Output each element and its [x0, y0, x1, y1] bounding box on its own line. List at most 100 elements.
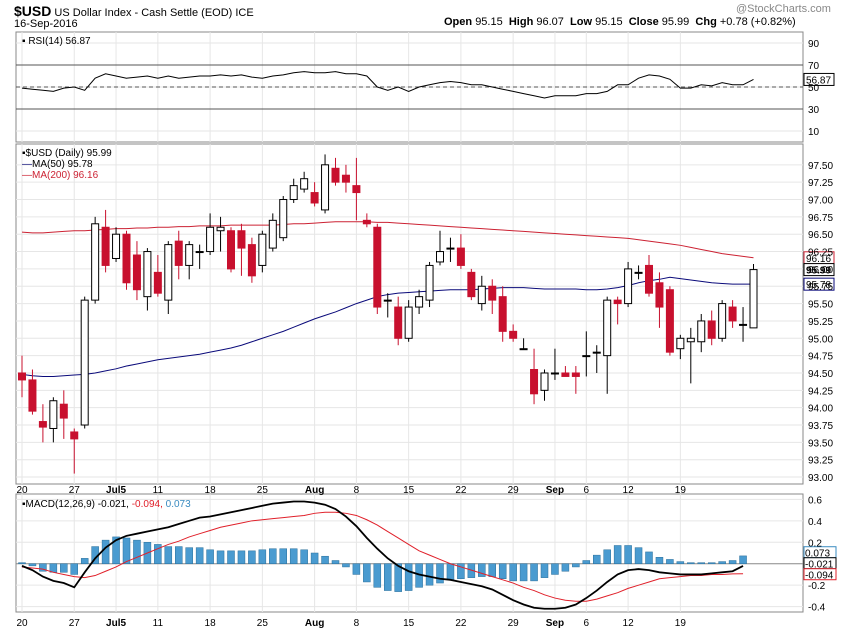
price-tick-label: 95.75 [808, 282, 833, 293]
candle [425, 261, 434, 308]
candle [28, 369, 37, 415]
candle-body [112, 233, 121, 259]
candle [153, 255, 162, 297]
candle [624, 261, 633, 308]
price-tick-label: 94.50 [808, 369, 833, 380]
price-tick-label: 95.50 [808, 300, 833, 311]
candle [603, 296, 612, 394]
macd-badge-signal: -0.094 [805, 571, 834, 582]
axes: 90 70 50 30 10 97.50 97.25 97.00 96.75 96.50 96.25… [16, 39, 833, 629]
macd-tick-label: -0.4 [808, 603, 826, 614]
candle [665, 286, 674, 356]
macd-hist-bar [122, 537, 131, 564]
macd-badge-hist: 0.073 [805, 549, 830, 560]
macd-hist-bar [519, 563, 528, 582]
candle [571, 366, 580, 394]
candle [185, 241, 194, 280]
candle-body [38, 421, 47, 428]
macd-hist-bar [624, 545, 632, 564]
candle-body [624, 268, 633, 305]
macd-badge-box [803, 568, 837, 581]
x-axis-label-bottom: 6 [584, 618, 590, 629]
macd-legend-prefix: MACD(12,26,9) [26, 499, 95, 510]
candle-body [530, 369, 539, 395]
candle [550, 348, 559, 380]
price-badge-close: 95.99 [806, 266, 831, 277]
candle-body [341, 174, 350, 183]
chg-value: +0.78 (+0.82%) [719, 16, 796, 28]
candle [101, 209, 110, 273]
candle-body [394, 306, 403, 339]
low-label: Low [570, 16, 593, 28]
candle [132, 241, 141, 301]
macd-hist-bar [593, 554, 601, 564]
candle-body [550, 372, 559, 375]
candle [456, 234, 465, 269]
macd-hist-bar [394, 563, 402, 592]
candle [70, 428, 79, 474]
price-tick-label: 95.00 [808, 334, 833, 345]
candle-body [582, 355, 591, 358]
x-axis-label-top: Aug [305, 485, 324, 496]
x-axis-label-bottom: 11 [153, 618, 164, 629]
candle [164, 241, 173, 314]
candle-body [80, 299, 89, 426]
macd-hist-bar [185, 547, 193, 564]
macd-hist-bar [133, 539, 141, 564]
price-legend-main: ▪$USD (Daily) 95.99 [22, 148, 112, 159]
macd-hist-bar [666, 559, 674, 564]
macd-hist-bar [39, 563, 47, 572]
rsi-tick-label: 50 [808, 83, 820, 94]
price-tick-label: 96.50 [808, 230, 833, 241]
candle [59, 390, 68, 439]
candle-body [498, 296, 507, 332]
candle [331, 157, 340, 186]
candle-body [509, 330, 518, 339]
macd-hist-bar [227, 550, 235, 564]
candle-body [739, 323, 748, 326]
macd-hist-bar [572, 563, 580, 568]
low-value: 95.15 [595, 16, 623, 28]
price-tick-label: 96.25 [808, 248, 833, 259]
candle-body [592, 351, 601, 354]
macd-hist-bar [425, 563, 434, 586]
candle [206, 213, 215, 256]
candle-body [174, 240, 183, 266]
candle [488, 279, 497, 314]
ohlc-summary: Open 95.15 High 96.07 Low 95.15 Close 95… [444, 16, 796, 28]
macd-hist-bar [195, 547, 204, 564]
x-axis-label-top: 11 [153, 485, 164, 496]
macd-panel: 0.073-0.021-0.094 [16, 500, 837, 610]
x-axis-label-top: 22 [455, 485, 467, 496]
price-tick-label: 96.75 [808, 213, 833, 224]
chart-title: $USD US Dollar Index - Cash Settle (EOD)… [14, 3, 254, 19]
candle [310, 182, 319, 207]
candle-body [613, 299, 622, 305]
candle [498, 286, 507, 342]
macd-hist-bar [237, 550, 246, 564]
candle-body [655, 282, 664, 308]
x-axis-label-top: 19 [675, 485, 687, 496]
macd-hist-bar [331, 560, 340, 564]
macd-hist-bar [739, 555, 747, 564]
candle-body [707, 320, 716, 339]
candle-body [122, 233, 131, 284]
candle-body [645, 264, 653, 294]
candle-body [195, 251, 204, 254]
candle-body [28, 379, 37, 412]
price-tick-label: 97.00 [808, 196, 833, 207]
chart-date: 16-Sep-2016 [14, 18, 78, 30]
macd-hist-bar [154, 544, 162, 564]
x-axis-label-bottom: 12 [623, 618, 635, 629]
x-axis-label-top: 27 [69, 485, 81, 496]
rsi-panel: 56.87 [16, 64, 835, 110]
candle-body [247, 244, 256, 277]
price-badge-ma50: 95.78 [806, 280, 831, 291]
x-axis-label-top: Sep [546, 485, 564, 496]
rsi-badge: 56.87 [806, 75, 831, 86]
candle [91, 216, 100, 304]
exchange-label: ICE [235, 7, 254, 19]
candle [645, 255, 653, 297]
ma50-legend: —MA(50) 95.78 [22, 159, 93, 170]
